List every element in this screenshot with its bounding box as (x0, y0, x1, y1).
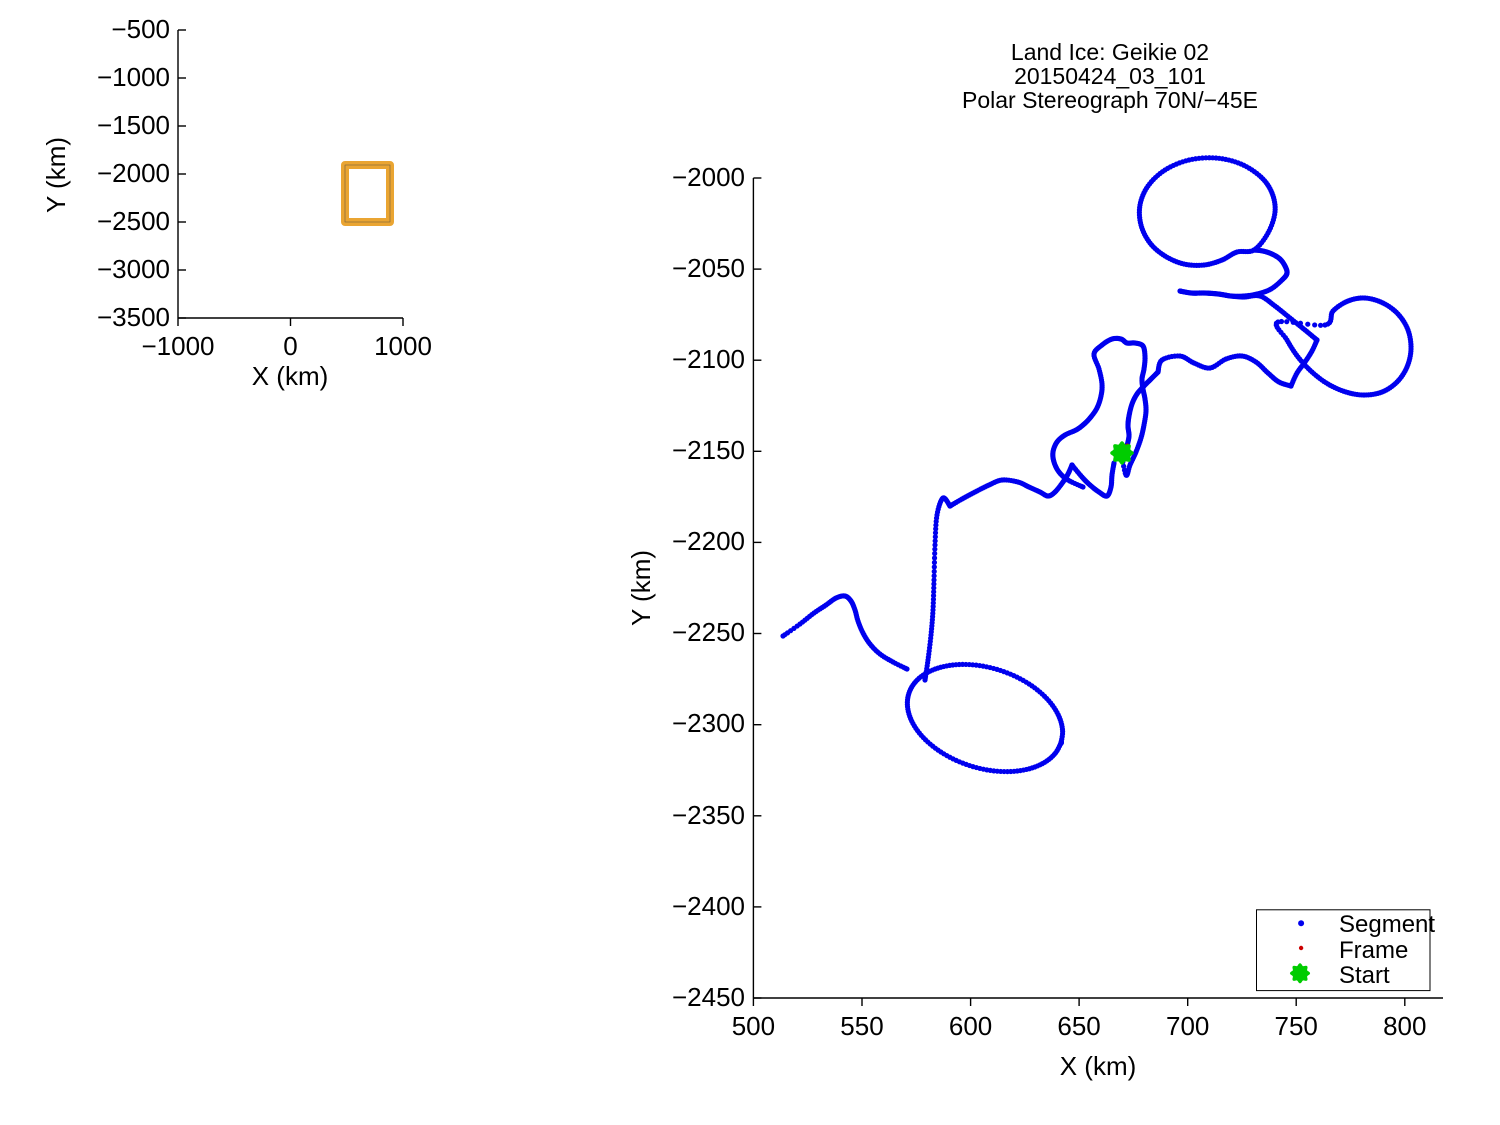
svg-text:500: 500 (732, 1011, 775, 1041)
svg-text:−2100: −2100 (672, 344, 745, 374)
svg-text:Start: Start (1339, 962, 1390, 989)
svg-text:650: 650 (1057, 1011, 1100, 1041)
svg-text:Frame: Frame (1339, 937, 1408, 964)
svg-text:Land Ice: Geikie 02: Land Ice: Geikie 02 (1011, 39, 1209, 65)
svg-text:−2000: −2000 (97, 158, 170, 188)
svg-text:Polar Stereograph 70N/−45E: Polar Stereograph 70N/−45E (962, 87, 1258, 113)
svg-text:X (km): X (km) (1060, 1051, 1137, 1081)
svg-text:−2150: −2150 (672, 435, 745, 465)
svg-text:−2350: −2350 (672, 800, 745, 830)
svg-text:750: 750 (1275, 1011, 1318, 1041)
svg-text:−3000: −3000 (97, 254, 170, 284)
svg-text:Segment: Segment (1339, 911, 1435, 938)
svg-text:550: 550 (840, 1011, 883, 1041)
svg-text:−1000: −1000 (141, 331, 214, 361)
svg-text:−2000: −2000 (672, 162, 745, 192)
svg-text:Y (km): Y (km) (41, 137, 71, 213)
svg-text:−500: −500 (111, 14, 170, 44)
svg-text:700: 700 (1166, 1011, 1209, 1041)
svg-text:X (km): X (km) (252, 361, 329, 391)
svg-text:600: 600 (949, 1011, 992, 1041)
svg-text:−2250: −2250 (672, 617, 745, 647)
svg-text:−2050: −2050 (672, 253, 745, 283)
svg-text:800: 800 (1383, 1011, 1426, 1041)
svg-text:Y (km): Y (km) (626, 550, 656, 626)
svg-text:−2300: −2300 (672, 708, 745, 738)
svg-text:−1000: −1000 (97, 62, 170, 92)
svg-text:1000: 1000 (374, 331, 432, 361)
svg-text:−2200: −2200 (672, 526, 745, 556)
svg-text:20150424_03_101: 20150424_03_101 (1014, 63, 1206, 89)
svg-text:−2450: −2450 (672, 982, 745, 1012)
svg-text:−1500: −1500 (97, 110, 170, 140)
svg-text:−2500: −2500 (97, 206, 170, 236)
svg-text:0: 0 (283, 331, 297, 361)
svg-text:−2400: −2400 (672, 891, 745, 921)
svg-text:−3500: −3500 (97, 302, 170, 332)
